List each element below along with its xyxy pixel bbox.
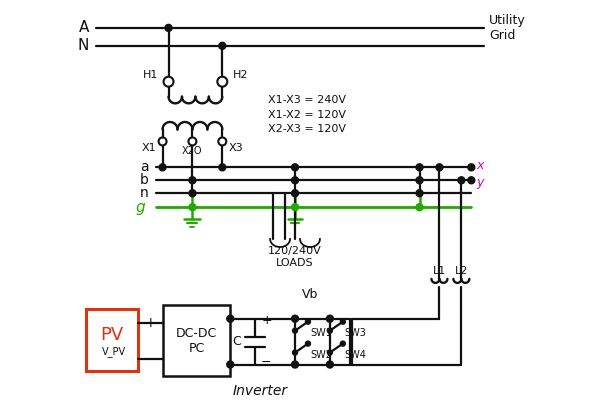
- Text: SW3: SW3: [345, 328, 367, 338]
- Circle shape: [458, 177, 465, 184]
- Circle shape: [328, 328, 332, 333]
- Circle shape: [227, 315, 234, 322]
- Text: Utility
Grid: Utility Grid: [489, 14, 526, 42]
- Circle shape: [416, 204, 423, 211]
- Circle shape: [292, 361, 299, 368]
- Circle shape: [326, 361, 334, 368]
- Circle shape: [189, 204, 196, 211]
- Circle shape: [416, 190, 423, 197]
- Circle shape: [219, 164, 226, 171]
- Text: V_PV: V_PV: [101, 346, 126, 357]
- Circle shape: [165, 24, 172, 31]
- Text: a: a: [140, 160, 149, 174]
- Circle shape: [305, 341, 310, 346]
- Text: H1: H1: [143, 70, 158, 80]
- Circle shape: [159, 164, 166, 171]
- Circle shape: [293, 328, 298, 333]
- Text: A: A: [79, 20, 89, 35]
- Text: y: y: [476, 176, 484, 189]
- Circle shape: [468, 164, 475, 171]
- Circle shape: [219, 42, 226, 49]
- Circle shape: [293, 350, 298, 355]
- Text: X2-X3 = 120V: X2-X3 = 120V: [268, 124, 346, 134]
- Circle shape: [189, 177, 196, 184]
- Text: Inverter: Inverter: [233, 384, 288, 398]
- Text: DC-DC
PC: DC-DC PC: [176, 327, 217, 355]
- Circle shape: [305, 319, 310, 324]
- Circle shape: [164, 77, 173, 87]
- Bar: [86, 309, 137, 370]
- Text: b: b: [140, 173, 149, 187]
- Circle shape: [416, 164, 423, 171]
- Text: C: C: [232, 335, 241, 348]
- Circle shape: [340, 319, 346, 324]
- Text: 120/240V
LOADS: 120/240V LOADS: [268, 246, 322, 268]
- Text: L2: L2: [455, 266, 468, 276]
- Text: X1-X2 = 120V: X1-X2 = 120V: [268, 110, 346, 120]
- Text: H2: H2: [233, 70, 249, 80]
- Text: −: −: [261, 356, 272, 369]
- Circle shape: [292, 315, 299, 322]
- Text: X2O: X2O: [182, 146, 203, 156]
- Circle shape: [292, 190, 299, 197]
- Circle shape: [436, 164, 443, 171]
- Text: X1: X1: [142, 144, 157, 154]
- Text: X3: X3: [228, 144, 243, 154]
- Text: SW4: SW4: [345, 350, 367, 360]
- Circle shape: [340, 341, 346, 346]
- Circle shape: [218, 138, 226, 146]
- Text: x: x: [476, 159, 484, 172]
- Text: g: g: [136, 200, 146, 215]
- Bar: [163, 305, 230, 376]
- Circle shape: [188, 138, 196, 146]
- Text: Vb: Vb: [302, 288, 318, 301]
- Text: −: −: [145, 352, 156, 366]
- Circle shape: [292, 164, 299, 171]
- Circle shape: [416, 177, 423, 184]
- Circle shape: [292, 204, 299, 211]
- Text: X1-X3 = 240V: X1-X3 = 240V: [268, 94, 346, 104]
- Text: SW2: SW2: [310, 350, 332, 360]
- Text: +: +: [145, 316, 156, 330]
- Text: +: +: [261, 314, 272, 327]
- Text: SW1: SW1: [310, 328, 332, 338]
- Circle shape: [189, 190, 196, 197]
- Text: L1: L1: [433, 266, 446, 276]
- Circle shape: [217, 77, 227, 87]
- Circle shape: [328, 350, 332, 355]
- Text: N: N: [77, 38, 89, 53]
- Circle shape: [158, 138, 167, 146]
- Circle shape: [468, 177, 475, 184]
- Circle shape: [326, 315, 334, 322]
- Circle shape: [292, 177, 299, 184]
- Text: n: n: [140, 186, 149, 200]
- Circle shape: [227, 361, 234, 368]
- Text: PV: PV: [100, 326, 124, 344]
